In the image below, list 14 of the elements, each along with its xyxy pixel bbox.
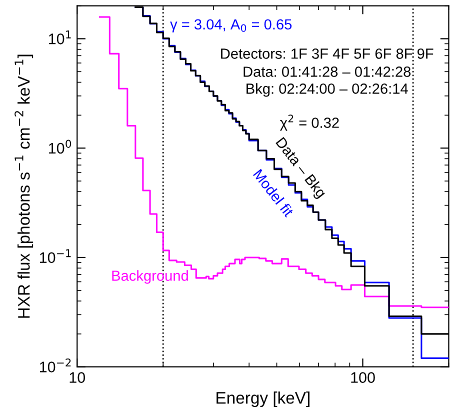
x-axis-title: Energy [keV] xyxy=(216,392,310,408)
y-tick-label: 10$^{−1}$ xyxy=(40,249,71,264)
y-tick-label: 10$^{1}$ xyxy=(48,30,71,44)
x-tick-label: 10 xyxy=(70,372,86,383)
annotation: Detectors: 1F 3F 4F 5F 6F 8F 9F xyxy=(221,48,434,59)
y-tick-label: 10$^{0}$ xyxy=(48,140,72,154)
annotation: χ$^{2}$ = 0.32 xyxy=(280,114,339,131)
annotation: Data: 01:41:28 – 01:42:28 xyxy=(244,66,411,77)
annotation: Bkg: 02:24:00 – 02:26:14 xyxy=(246,83,408,97)
series-label: Background xyxy=(112,270,188,284)
x-tick-label: 100 xyxy=(351,372,375,383)
y-tick-label: 10$^{−2}$ xyxy=(40,358,71,372)
annotation: γ = 3.04, A$_{0}$ = 0.65 xyxy=(170,19,292,32)
y-axis-title: HXR flux [photons s$^{−1}$ cm$^{−2}$ keV$^{−1}$] xyxy=(14,54,34,318)
